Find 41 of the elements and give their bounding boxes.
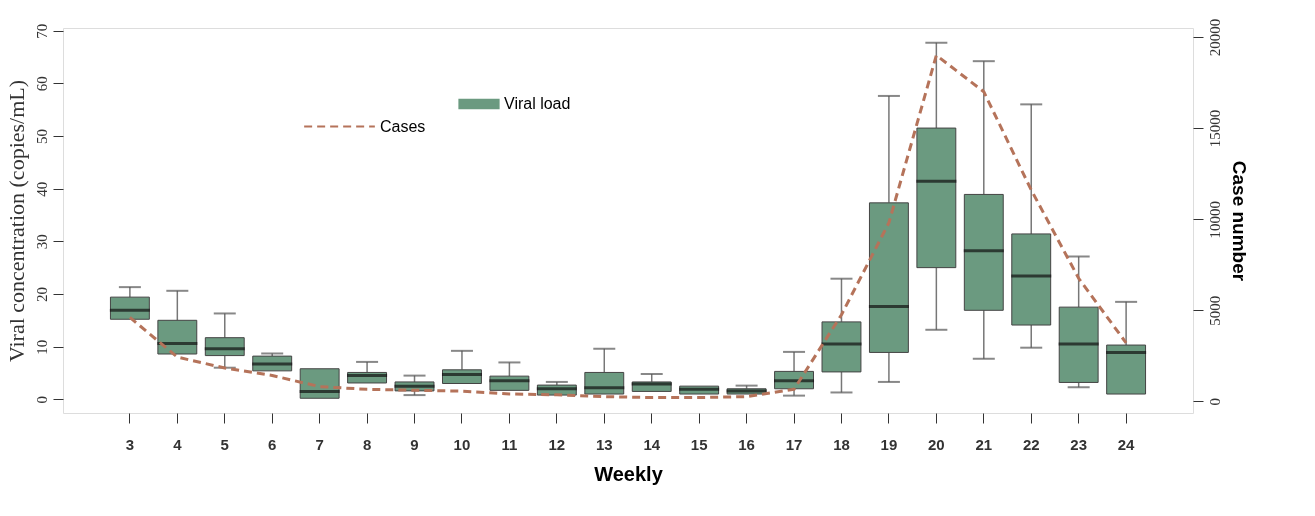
y-tick-label: 30 xyxy=(33,234,50,250)
y2-tick-label: 5000 xyxy=(1206,295,1223,326)
y-tick-label: 0 xyxy=(33,396,50,404)
x-tick-label: 24 xyxy=(1117,435,1136,453)
y2-tick-label: 15000 xyxy=(1206,109,1223,148)
y2-axis-title: Case number xyxy=(1228,160,1250,282)
x-tick-label: 10 xyxy=(453,435,471,453)
x-tick-label: 6 xyxy=(268,435,277,453)
x-tick-label: 22 xyxy=(1022,435,1040,453)
x-tick-label: 16 xyxy=(738,435,755,453)
x-tick-label: 20 xyxy=(928,435,945,453)
line-series xyxy=(128,53,1128,400)
y-tick-label: 40 xyxy=(33,181,50,197)
y-tick-label: 70 xyxy=(33,23,50,39)
x-tick-label: 17 xyxy=(785,435,803,453)
y-tick-label: 20 xyxy=(33,286,50,302)
x-tick-label: 4 xyxy=(173,435,183,453)
legend-label: Cases xyxy=(380,117,426,135)
x-tick-label: 11 xyxy=(501,435,518,453)
y-tick-label: 60 xyxy=(33,76,50,92)
x-tick-label: 7 xyxy=(315,435,324,453)
x-tick-label: 23 xyxy=(1070,435,1088,453)
x-tick-label: 3 xyxy=(125,435,135,453)
x-tick-label: 5 xyxy=(220,435,229,453)
y2-tick-label: 0 xyxy=(1206,397,1223,406)
legend-label: Viral load xyxy=(504,95,571,112)
y-axis-title: Viral concentration (copies/mL) xyxy=(3,79,29,363)
x-tick-label: 13 xyxy=(595,435,613,453)
x-tick-label: 21 xyxy=(975,435,993,453)
y2-tick-label: 20000 xyxy=(1206,18,1223,57)
x-tick-label: 18 xyxy=(833,435,850,453)
y-tick-label: 50 xyxy=(33,128,50,144)
x-tick-label: 9 xyxy=(410,435,419,453)
y-tick-label: 10 xyxy=(33,339,50,355)
x-axis-title: Weekly xyxy=(594,462,664,485)
x-tick-label: 14 xyxy=(643,435,661,453)
x-tick-label: 19 xyxy=(880,435,898,453)
y2-tick-label: 10000 xyxy=(1206,200,1223,239)
x-tick-label: 12 xyxy=(548,435,566,453)
x-tick-label: 15 xyxy=(690,435,708,453)
x-tick-label: 8 xyxy=(362,435,372,453)
